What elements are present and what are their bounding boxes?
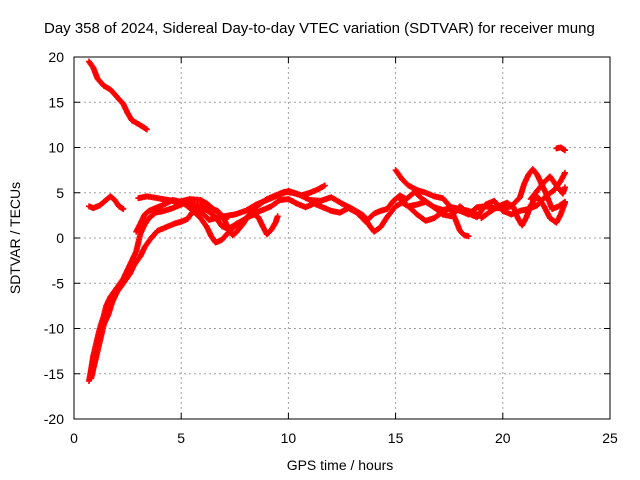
data-point	[561, 199, 568, 206]
data-point	[222, 215, 229, 222]
data-point	[120, 206, 127, 213]
y-tick-label: 20	[48, 49, 64, 65]
axis-ticks	[73, 56, 611, 420]
data-points	[86, 58, 568, 384]
series-track-9	[396, 196, 481, 224]
tick-labels: 0 5 10 15 20 25 -20 -15 -10 -5 0 5 10 15 20	[44, 49, 618, 446]
y-tick-label: 10	[48, 140, 64, 156]
series-track-1	[86, 58, 150, 133]
series-track-7	[176, 196, 230, 222]
data-point	[561, 169, 568, 176]
data-point	[223, 215, 230, 222]
y-axis-label: SDTVAR / TECUs	[7, 182, 23, 294]
data-point	[465, 233, 472, 240]
x-tick-label: 20	[495, 430, 511, 446]
y-tick-label: 0	[56, 230, 64, 246]
y-tick-label: -15	[44, 366, 64, 382]
data-point	[274, 213, 281, 220]
chart-title: Day 358 of 2024, Sidereal Day-to-day VTE…	[44, 20, 595, 37]
data-point	[321, 182, 328, 189]
data-point	[561, 184, 568, 191]
x-axis-label: GPS time / hours	[287, 457, 394, 473]
grid-lines	[74, 57, 610, 419]
y-tick-label: -10	[44, 321, 64, 337]
data-point	[561, 147, 568, 154]
x-tick-label: 0	[70, 430, 78, 446]
series-track-11	[527, 173, 568, 203]
data-point	[143, 126, 150, 133]
data-point	[474, 211, 481, 218]
y-tick-label: -5	[52, 275, 65, 291]
series-track-2	[86, 193, 127, 213]
x-tick-label: 25	[602, 430, 618, 446]
series-track-12	[553, 144, 568, 154]
x-tick-label: 15	[388, 430, 404, 446]
y-tick-label: 15	[48, 94, 64, 110]
y-tick-label: 5	[56, 185, 64, 201]
y-tick-label: -20	[44, 411, 64, 427]
x-tick-label: 5	[177, 430, 185, 446]
x-tick-label: 10	[281, 430, 297, 446]
series-track-10	[478, 193, 568, 229]
series-track-6	[135, 182, 328, 239]
